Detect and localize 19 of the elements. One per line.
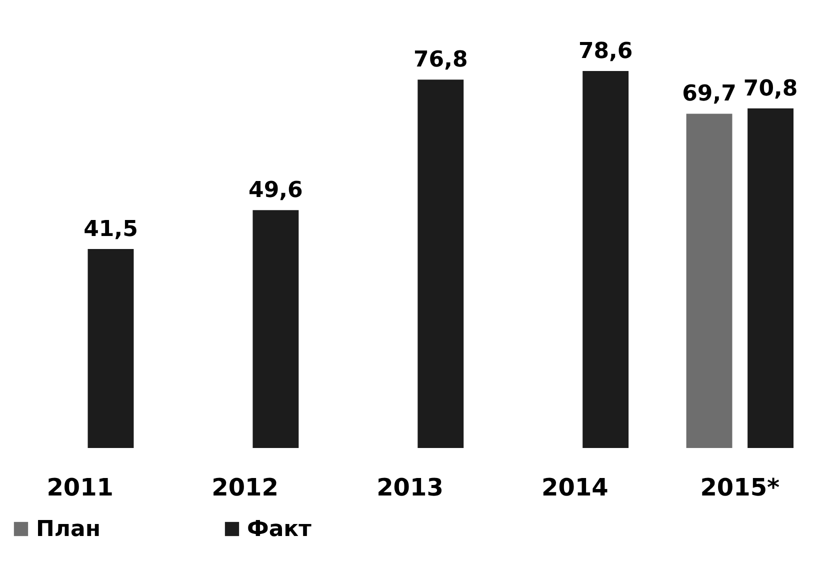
data-label: 76,8 [413, 48, 468, 73]
bar [686, 114, 732, 448]
legend-label: Факт [247, 517, 312, 542]
bar [582, 71, 629, 448]
data-label: 49,6 [248, 178, 303, 204]
bar [418, 80, 464, 448]
data-label: 78,6 [578, 39, 633, 64]
x-tick-label: 2012 [212, 474, 278, 502]
x-tick-label: 2014 [542, 474, 608, 502]
data-label: 70,8 [743, 76, 798, 102]
bar [748, 108, 794, 448]
data-label: 69,7 [682, 82, 736, 107]
x-tick-label: 2013 [376, 474, 444, 502]
x-tick-label: 2015* [700, 474, 780, 502]
legend-label: План [36, 517, 101, 542]
data-label: 41,5 [84, 216, 138, 242]
bar [252, 210, 299, 448]
bar [88, 248, 134, 448]
x-tick-label: 2011 [46, 474, 114, 502]
